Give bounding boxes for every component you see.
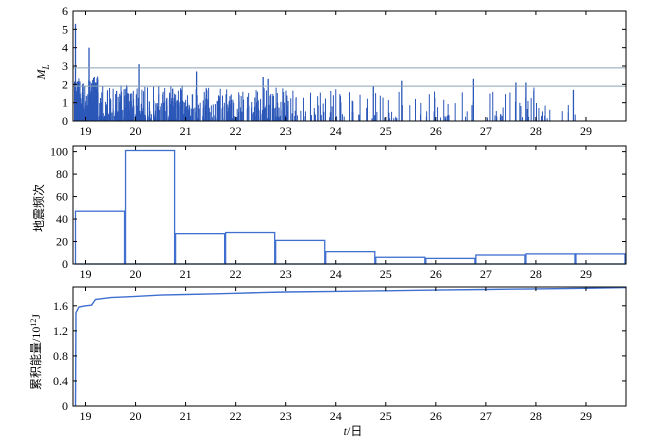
frequency-xtick-label: 19 — [80, 267, 92, 281]
energy-xtick-label: 21 — [180, 409, 192, 423]
magnitude-xtick-label: 25 — [380, 124, 392, 138]
frequency-bar — [575, 253, 626, 265]
frequency-ytick-label: 60 — [56, 190, 68, 204]
magnitude-xtick-label: 27 — [480, 124, 492, 138]
magnitude-ylabel: ML — [34, 64, 51, 80]
magnitude-xtick-label: 29 — [580, 124, 592, 138]
energy-frame — [72, 286, 627, 407]
magnitude-ytick-label: 0 — [62, 114, 68, 128]
frequency-ytick-label: 100 — [50, 145, 68, 159]
frequency-ytick-label: 20 — [56, 235, 68, 249]
magnitude-ytick-label: 4 — [62, 41, 68, 55]
energy-ytick-label: 1.6 — [53, 299, 68, 313]
frequency-xtick-label: 21 — [180, 267, 192, 281]
magnitude-xtick-label: 26 — [430, 124, 442, 138]
frequency-ytick-label: 80 — [56, 167, 68, 181]
energy-xtick-label: 25 — [380, 409, 392, 423]
frequency-xtick-label: 22 — [230, 267, 242, 281]
frequency-ylabel: 地震频次 — [32, 184, 46, 232]
magnitude-xtick-label: 24 — [330, 124, 342, 138]
energy-xtick-label: 23 — [280, 409, 292, 423]
magnitude-ytick-label: 5 — [62, 22, 68, 36]
frequency-bar — [325, 250, 376, 265]
energy-ytick-label: 0.8 — [53, 349, 68, 363]
energy-xtick-label: 29 — [580, 409, 592, 423]
time-xlabel: t/日 — [344, 424, 363, 438]
frequency-bar — [375, 256, 426, 265]
frequency-ytick-label: 0 — [62, 257, 68, 271]
frequency-bar — [74, 210, 126, 265]
frequency-bar — [425, 257, 476, 265]
energy-xtick-label: 24 — [330, 409, 342, 423]
cumulative-energy-panel: 0 0.4 0.8 1.2 1.6 19 20 21 22 23 24 25 26 27 28 29 — [53, 286, 627, 423]
frequency-ytick-label: 40 — [56, 212, 68, 226]
magnitude-xtick-label: 28 — [530, 124, 542, 138]
energy-xtick-label: 20 — [130, 409, 142, 423]
frequency-frame — [72, 145, 627, 265]
frequency-xtick-label: 20 — [130, 267, 142, 281]
frequency-bar — [475, 254, 526, 265]
magnitude-ytick-label: 2 — [62, 77, 68, 91]
energy-xtick-label: 26 — [430, 409, 442, 423]
magnitude-xtick-label: 22 — [230, 124, 242, 138]
energy-ylabel: 累积能量/1012J — [29, 314, 43, 390]
energy-ytick-label: 1.2 — [53, 324, 68, 338]
energy-xtick-label: 27 — [480, 409, 492, 423]
frequency-bar — [124, 149, 176, 265]
frequency-xtick-label: 28 — [530, 267, 542, 281]
frequency-xtick-label: 27 — [480, 267, 492, 281]
frequency-xtick-label: 23 — [280, 267, 292, 281]
magnitude-xtick-label: 23 — [280, 124, 292, 138]
magnitude-xtick-label: 21 — [180, 124, 192, 138]
frequency-bar — [525, 253, 576, 265]
frequency-bar — [224, 231, 276, 265]
frequency-xtick-label: 26 — [430, 267, 442, 281]
energy-xtick-label: 22 — [230, 409, 242, 423]
magnitude-ytick-label: 1 — [62, 96, 68, 110]
magnitude-xtick-label: 20 — [130, 124, 142, 138]
energy-line — [74, 286, 627, 407]
frequency-xtick-label: 25 — [380, 267, 392, 281]
frequency-bar — [174, 233, 226, 265]
frequency-bar — [275, 239, 326, 265]
energy-ytick-label: 0 — [62, 399, 68, 413]
magnitude-ytick-label: 3 — [62, 59, 68, 73]
energy-xtick-label: 28 — [530, 409, 542, 423]
frequency-xtick-label: 29 — [580, 267, 592, 281]
magnitude-ytick-label: 6 — [62, 4, 68, 18]
frequency-xtick-label: 24 — [330, 267, 342, 281]
magnitude-xtick-label: 19 — [80, 124, 92, 138]
energy-ytick-label: 0.4 — [53, 374, 68, 388]
frequency-panel: 0 20 40 60 80 100 19 20 21 22 23 24 25 26 27 28 29 — [50, 145, 627, 281]
energy-xtick-label: 19 — [80, 409, 92, 423]
